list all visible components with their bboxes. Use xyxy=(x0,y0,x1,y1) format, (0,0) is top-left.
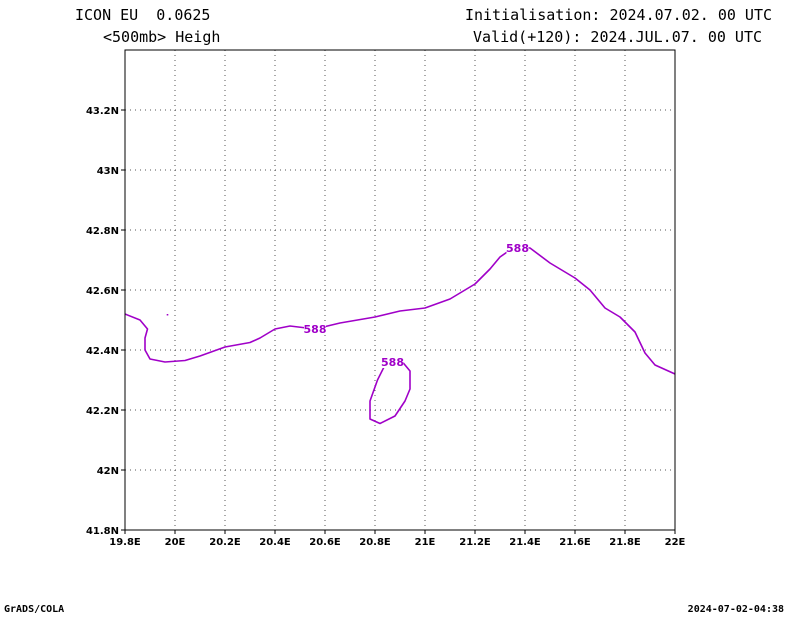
contour-labels: 588 588 588 xyxy=(304,242,529,369)
x-tick-label: 21.2E xyxy=(459,537,491,548)
y-tick-label: 43N xyxy=(97,166,119,177)
x-tick-label: 20.4E xyxy=(259,537,291,548)
x-tick-label: 20E xyxy=(165,537,186,548)
x-tick-label: 21E xyxy=(415,537,436,548)
y-tick-label: 42.4N xyxy=(86,346,119,357)
contour-label-bg xyxy=(381,356,404,368)
y-tick-label: 42.2N xyxy=(86,406,119,417)
x-tick-label: 21.4E xyxy=(509,537,541,548)
contour-line-2 xyxy=(369,359,411,425)
model-title: ICON EU 0.0625 xyxy=(75,6,211,24)
init-time: Initialisation: 2024.07.02. 00 UTC xyxy=(464,6,772,24)
x-tick-label: 20.2E xyxy=(209,537,241,548)
footer-credit: GrADS/COLA xyxy=(4,604,65,615)
contour-line-0 xyxy=(124,245,676,375)
y-tick-label: 42.6N xyxy=(86,286,119,297)
y-tick-label: 42.8N xyxy=(86,226,119,237)
grid-lines xyxy=(125,50,675,530)
x-tick-label: 22E xyxy=(665,537,686,548)
contour-label-2: 588 xyxy=(381,356,404,369)
y-tick-label: 41.8N xyxy=(86,526,119,537)
contour-label-bg xyxy=(506,242,529,254)
x-tick-label: 20.6E xyxy=(309,537,341,548)
field-title: <500mb> Heigh xyxy=(103,28,221,46)
footer-timestamp: 2024-07-02-04:38 xyxy=(687,604,784,615)
y-tick-label: 42N xyxy=(97,466,119,477)
x-tick-label: 19.8E xyxy=(109,537,141,548)
contour-label-0: 588 xyxy=(304,323,327,336)
x-tick-label: 21.8E xyxy=(609,537,641,548)
valid-time: Valid(+120): 2024.JUL.07. 00 UTC xyxy=(473,28,762,46)
x-tick-label: 21.6E xyxy=(559,537,591,548)
contour-lines xyxy=(124,245,676,425)
y-tick-label: 43.2N xyxy=(86,106,119,117)
x-tick-label: 20.8E xyxy=(359,537,391,548)
contour-label-1: 588 xyxy=(506,242,529,255)
axis-ticks: 19.8E 20E 20.2E 20.4E 20.6E 20.8E 21E 21.2E 21.4… xyxy=(86,106,686,548)
contour-label-bg xyxy=(304,323,326,335)
